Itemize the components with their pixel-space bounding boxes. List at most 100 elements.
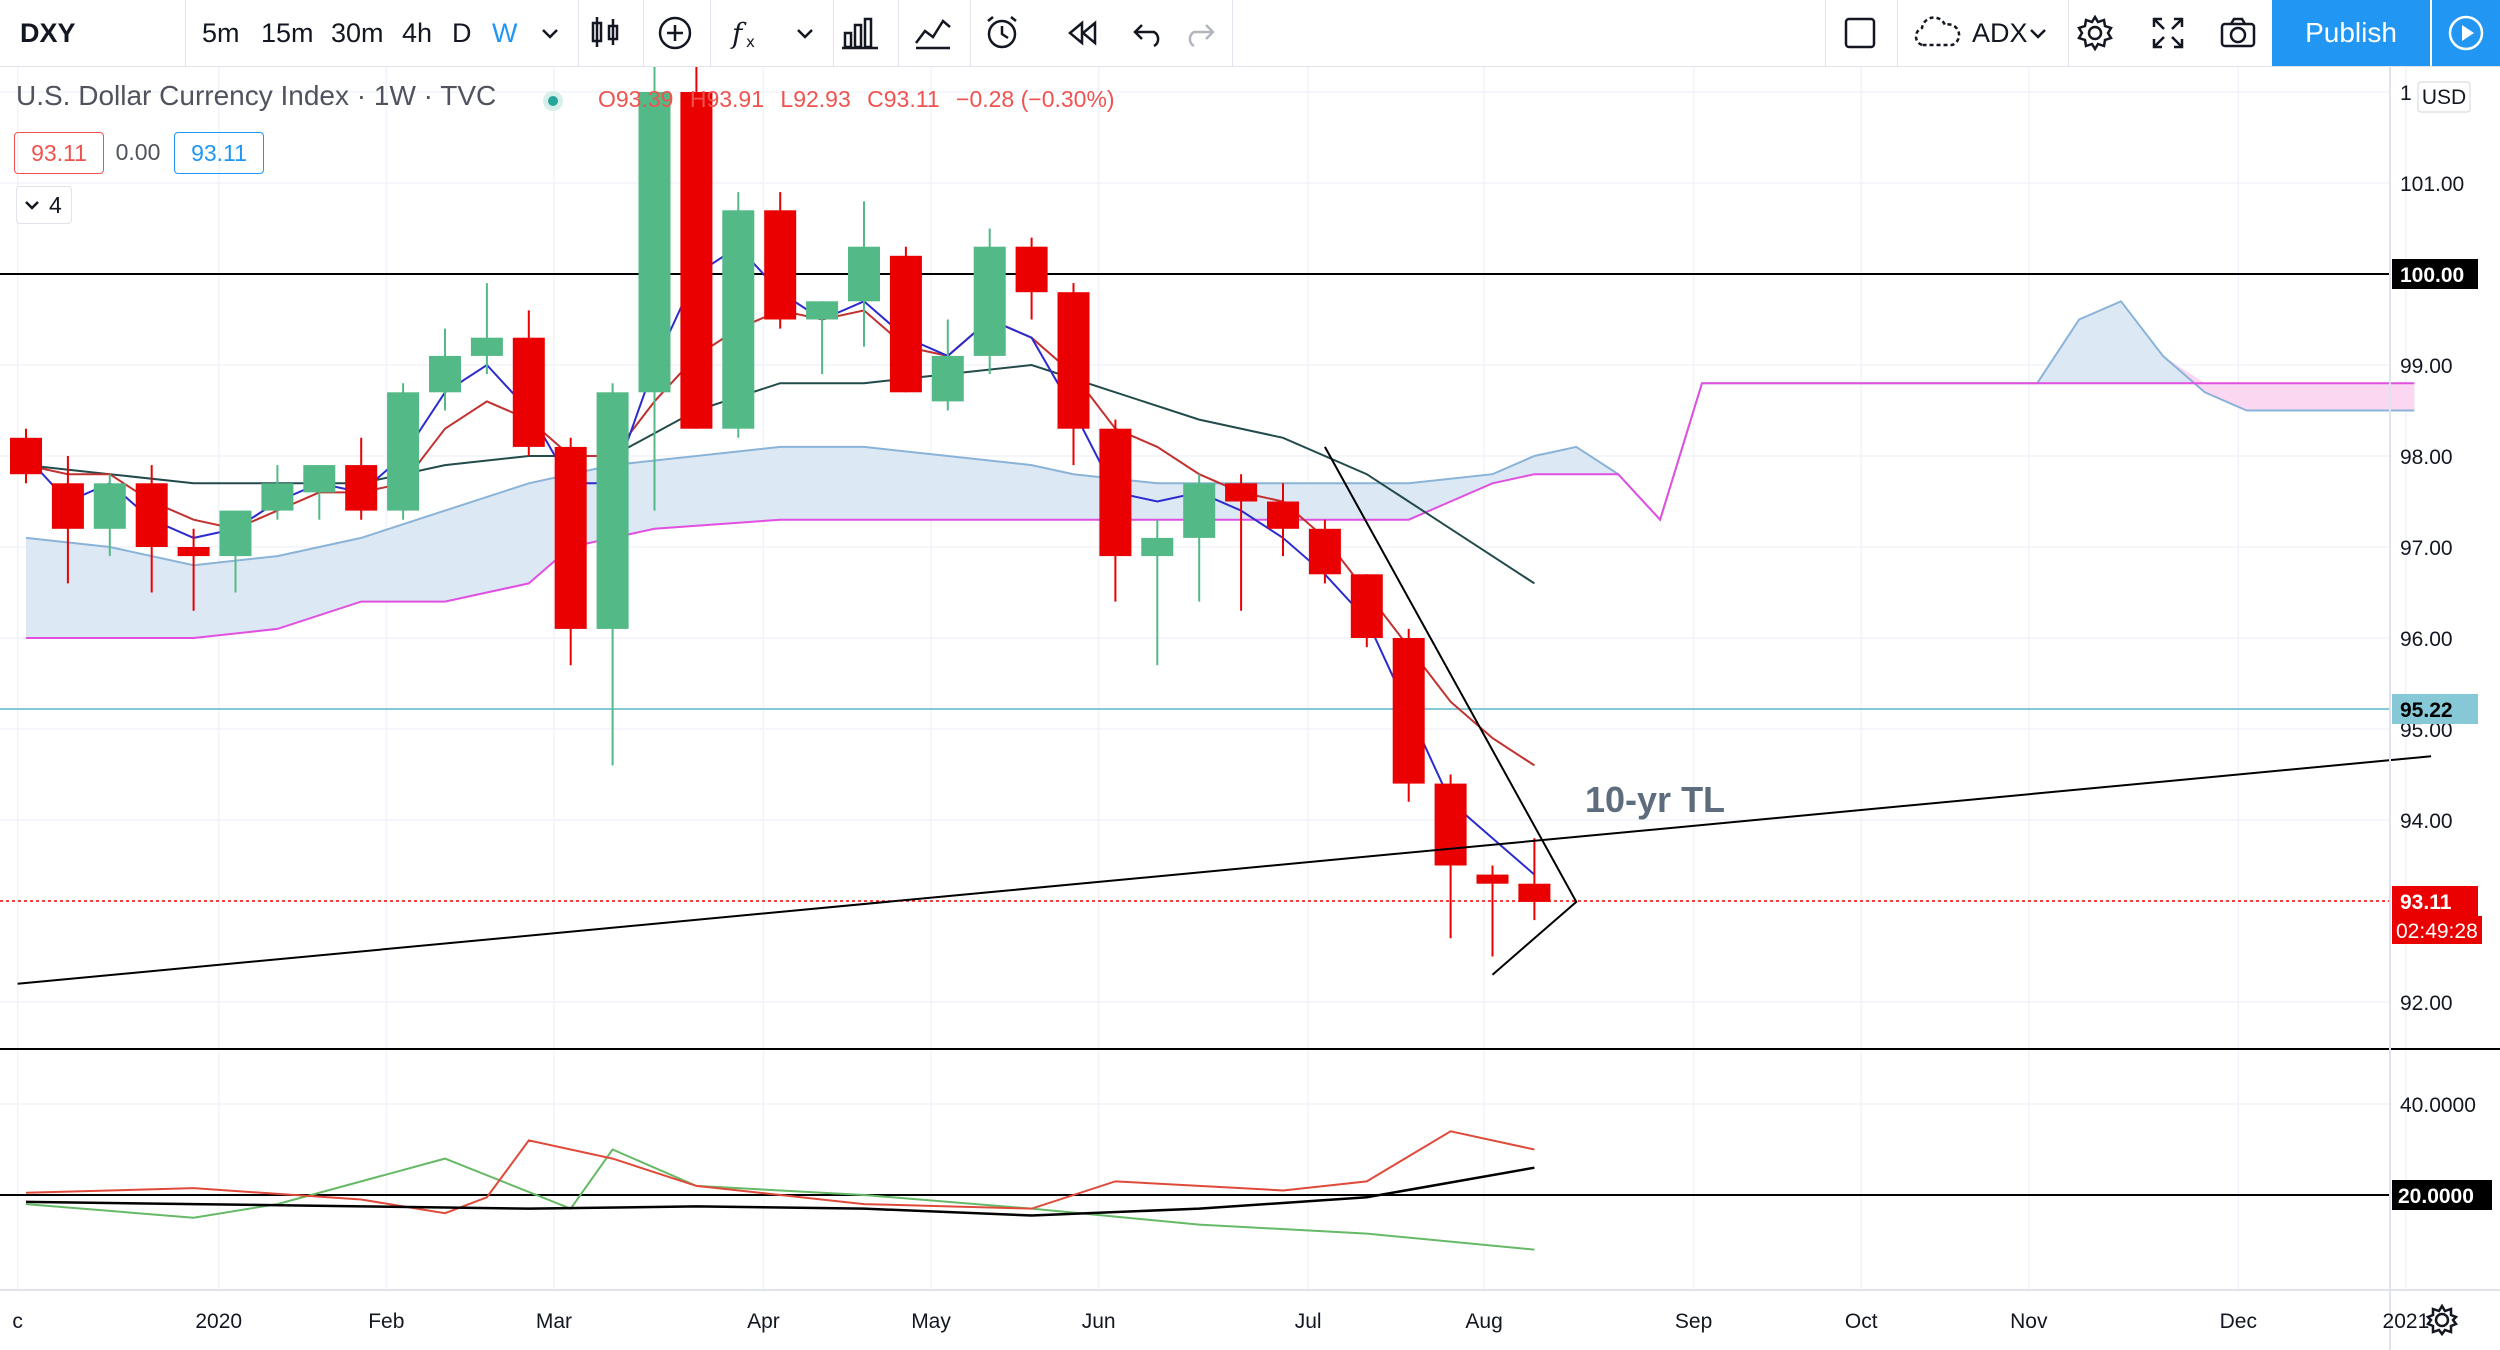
alert-clock-icon[interactable]: [983, 13, 1023, 53]
cloud-save-icon[interactable]: [1910, 13, 1964, 53]
interval-d[interactable]: D: [452, 18, 472, 48]
axes: 1 101.00 99.00 98.00 97.00 96.00 95.00 94.00 92.…: [0, 67, 2500, 1350]
add-indicator-plus-icon[interactable]: [655, 13, 695, 53]
candle-body: [303, 465, 336, 493]
play-button[interactable]: [2432, 0, 2500, 66]
open-value: O93.39: [598, 86, 674, 112]
candle-body: [1434, 783, 1467, 866]
toolbar-divider: [185, 0, 186, 66]
price-tick-label: 94.00: [2400, 810, 2453, 833]
toolbar-divider: [710, 0, 711, 66]
candle-body: [1518, 883, 1551, 902]
horizontal-lines: [0, 273, 2390, 902]
redo-icon[interactable]: [1180, 13, 1220, 53]
low-value: L92.93: [780, 86, 851, 112]
time-tick-label: Mar: [536, 1310, 572, 1333]
candle-body: [512, 337, 545, 447]
svg-text:f: f: [730, 17, 747, 50]
chart-canvas[interactable]: 10-yr TL 1 101.00 99.00 98.00 97.00 96.00 95.0…: [0, 67, 2500, 1350]
interval-4h[interactable]: 4h: [402, 18, 433, 48]
currency-box: [2417, 81, 2471, 113]
senkou-span-a-line: [25, 300, 2415, 567]
compare-chart-icon[interactable]: [913, 13, 953, 53]
candle-body: [387, 392, 420, 511]
toolbar-divider: [2068, 0, 2069, 66]
snapshot-camera-icon[interactable]: [2218, 13, 2258, 53]
grid-lines: [0, 67, 2407, 1290]
interval-w[interactable]: W: [492, 18, 518, 48]
candle-body: [345, 465, 378, 511]
candle-body: [1392, 638, 1425, 784]
candle-body: [1183, 483, 1216, 538]
candle-body: [680, 92, 713, 429]
last-price-tag-box: [2392, 885, 2478, 916]
market-status-dot-icon: [543, 91, 563, 111]
candle-body: [1015, 246, 1048, 293]
candle-body: [219, 510, 252, 557]
bid-pill[interactable]: 93.11: [14, 132, 104, 174]
wedge-drawing: [1324, 446, 1578, 976]
time-tick-label: 2021: [2383, 1310, 2430, 1333]
candle-body: [1099, 428, 1132, 557]
senkou-span-b-line: [26, 382, 2415, 639]
interval-15m[interactable]: 15m: [261, 18, 314, 48]
candle-body: [1057, 292, 1090, 429]
time-tick-label: Oct: [1845, 1310, 1878, 1333]
high-value: H93.91: [689, 86, 765, 112]
ask-pill[interactable]: 93.11: [174, 132, 264, 174]
toolbar-divider: [643, 0, 644, 66]
time-tick-label: Nov: [2010, 1310, 2048, 1333]
financials-bars-icon[interactable]: [840, 13, 880, 53]
candle-body: [93, 483, 126, 529]
drawings[interactable]: 10-yr TL: [17, 446, 2432, 985]
countdown-box: [2392, 915, 2482, 944]
hline-100-tag-box: [2392, 259, 2478, 289]
candle-style-icon[interactable]: [585, 13, 625, 53]
symbol-search[interactable]: DXY: [20, 18, 76, 48]
toolbar-divider: [1232, 0, 1233, 66]
settings-gear-icon[interactable]: [2075, 13, 2115, 53]
candles: [10, 67, 1551, 957]
candle-body: [1476, 874, 1509, 884]
indicator-template-label[interactable]: ADX: [1972, 18, 2028, 48]
hline-95-tag-box: [2392, 693, 2478, 724]
play-circle-icon: [2448, 15, 2484, 51]
time-tick-label: Apr: [747, 1310, 780, 1333]
interval-30m[interactable]: 30m: [331, 18, 384, 48]
time-tick-label: c: [12, 1310, 23, 1333]
candle-body: [470, 337, 503, 356]
candle-body: [889, 255, 922, 393]
candle-body: [10, 437, 42, 475]
undo-icon[interactable]: [1128, 13, 1168, 53]
candle-body: [1141, 537, 1174, 557]
time-tick-label: Jul: [1295, 1310, 1322, 1333]
chevron-down-icon: [25, 201, 39, 210]
time-tick-label: May: [911, 1310, 951, 1333]
fullscreen-icon[interactable]: [2148, 13, 2188, 53]
ichimoku-cloud: [26, 301, 2415, 638]
interval-dropdown-icon[interactable]: [530, 13, 570, 53]
toolbar-divider: [1897, 0, 1898, 66]
candle-body: [596, 392, 629, 629]
series-legend-title: U.S. Dollar Currency Index · 1W · TVC: [16, 80, 497, 111]
candle-body: [1267, 501, 1299, 529]
layout-square-icon[interactable]: [1840, 13, 1880, 53]
toolbar-divider: [1825, 0, 1826, 66]
collapse-indicators-button[interactable]: 4: [16, 186, 72, 224]
svg-text:x: x: [746, 33, 755, 51]
toolbar-divider: [833, 0, 834, 66]
template-dropdown-icon[interactable]: [2018, 13, 2058, 53]
candle-body: [931, 355, 964, 402]
indicators-dropdown-icon[interactable]: [785, 13, 825, 53]
change-value: −0.28 (−0.30%): [956, 86, 1115, 112]
interval-5m[interactable]: 5m: [202, 18, 240, 48]
replay-rewind-icon[interactable]: [1062, 13, 1102, 53]
toolbar-divider: [898, 0, 899, 66]
time-tick-label: Sep: [1675, 1310, 1712, 1333]
publish-button[interactable]: Publish: [2272, 0, 2430, 66]
price-tick-label: 99.00: [2400, 355, 2453, 378]
toolbar-divider: [970, 0, 971, 66]
candle-body: [177, 547, 210, 557]
time-tick-label: Dec: [2220, 1310, 2257, 1333]
